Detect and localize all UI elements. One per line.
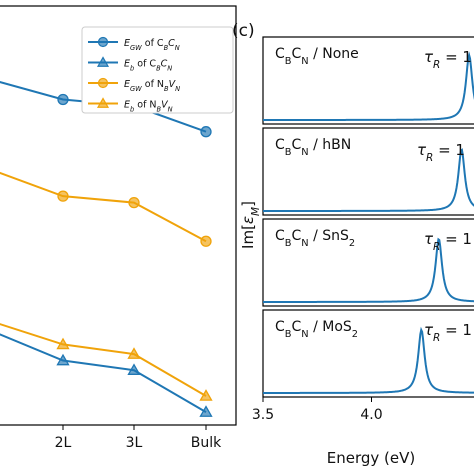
tau-label-0: τR = 1	[424, 48, 472, 71]
panel-frame-2	[262, 218, 474, 307]
legend-label-1: Eb of CBCN	[124, 59, 172, 73]
legend-marker-0	[97, 36, 109, 48]
panel-title-0: CBCN / None	[275, 46, 359, 67]
tau-label-2: τR = 1	[424, 230, 472, 253]
series-2-point-3l	[128, 196, 140, 209]
series-3-point-2l	[56, 337, 70, 350]
series-2-point-2l	[57, 190, 69, 202]
series-3-point-3l	[127, 347, 141, 359]
tau-label-1: τR = 1	[417, 141, 465, 164]
legend-label-2: EGW of NBVN	[124, 79, 180, 93]
legend-marker-3	[96, 97, 110, 108]
spectrum-curve-2	[263, 237, 474, 303]
series-1-point-3l	[127, 363, 141, 375]
series-line-3	[0, 323, 207, 397]
series-2-point-bulk	[200, 235, 212, 247]
spectrum-curve-3	[263, 326, 474, 394]
tau-label-3: τR = 1	[424, 321, 472, 344]
panel-frame-0	[262, 36, 474, 125]
panel-label-c: (c)	[232, 21, 255, 41]
x-tick-label-0: 3.5	[252, 407, 274, 423]
legend-label-0: EGW of CBCN	[124, 38, 180, 52]
series-line-1	[0, 333, 207, 413]
left-plot-frame	[0, 5, 237, 426]
spectrum-curve-0	[263, 51, 474, 121]
series-1-point-bulk	[199, 405, 213, 417]
legend-label-3: Eb of NBVN	[124, 100, 173, 114]
series-1-point-2l	[56, 353, 70, 366]
spectrum-panel-0: CBCN / None τR = 1	[262, 36, 474, 125]
series-line-2	[0, 171, 207, 243]
legend-marker-2	[97, 77, 109, 89]
x-axis-title: Energy (eV)	[327, 449, 415, 467]
panel-title-2: CBCN / SnS2	[275, 228, 355, 249]
y-axis-title: Im[εM]	[239, 201, 262, 249]
x-tick-label-2l: 2L	[55, 435, 72, 451]
legend: EGW of CBCN Eb of CBCN EGW of NBVN Eb of NB…	[81, 26, 234, 114]
x-tick-label-bulk: Bulk	[191, 435, 222, 451]
legend-marker-1	[96, 56, 110, 67]
spectrum-panel-1: CBCN / hBN τR = 1	[262, 127, 474, 216]
spectrum-panel-3: CBCN / MoS2 τR = 1	[262, 309, 474, 398]
x-tick-label-1: 4.0	[360, 407, 382, 423]
series-0-point-bulk	[200, 126, 212, 138]
panel-title-3: CBCN / MoS2	[275, 319, 358, 340]
spectrum-curve-1	[263, 148, 474, 212]
panel-title-1: CBCN / hBN	[275, 137, 351, 158]
spectrum-panel-2: CBCN / SnS2 τR = 1	[262, 218, 474, 307]
panel-frame-1	[262, 127, 474, 216]
x-tick-label-3l: 3L	[126, 435, 143, 451]
series-0-point-2l	[57, 93, 69, 106]
series-3-point-bulk	[199, 389, 213, 401]
legend-frame	[81, 26, 234, 114]
left-chart: 2L 3L Bulk EGW of CBCN Eb of CBCN EGW of NBVN…	[0, 5, 237, 451]
